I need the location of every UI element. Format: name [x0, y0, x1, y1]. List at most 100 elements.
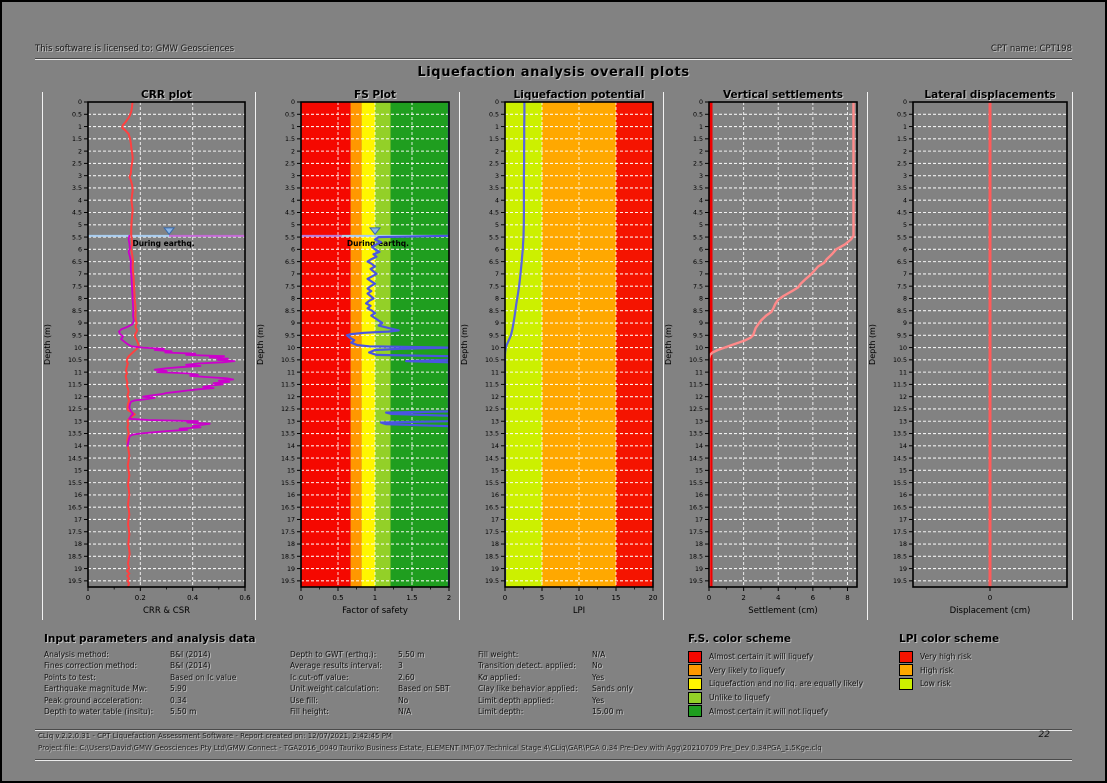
y-tick-label: 1.5 [72, 136, 82, 143]
y-tick-label: 6 [291, 247, 295, 254]
footer-software-line: CLiq v.2.2.0.31 - CPT Liquefaction Asses… [38, 732, 392, 740]
plot-border [87, 101, 246, 588]
y-tick-label: 5 [78, 222, 82, 229]
y-tick-label: 0 [78, 99, 82, 106]
param-label: Kσ applied: [478, 672, 521, 682]
x-tick-label: 0.4 [187, 594, 199, 602]
fs-scheme-swatch-icon [688, 691, 702, 704]
y-tick-label: 8 [699, 296, 703, 303]
y-tick-label: 3.5 [693, 185, 703, 192]
y-tick-label: 7.5 [693, 283, 703, 290]
param-label: Analysis method: [44, 650, 109, 659]
y-tick-label: 3.5 [489, 185, 499, 192]
y-tick-label: 2.5 [897, 161, 907, 168]
input-parameters-title: Input parameters and analysis data [44, 633, 256, 645]
y-tick-label: 19 [695, 566, 703, 573]
param-label: Clay like behavior applied: [478, 684, 578, 694]
y-tick-label: 10 [74, 345, 82, 352]
y-tick-label: 8 [903, 296, 907, 303]
param-label: Fines correction method: [44, 661, 138, 671]
plot-border [708, 101, 858, 588]
y-tick-label: 18.5 [893, 554, 907, 561]
param-label: Earthquake magnitude Mw: [44, 684, 147, 694]
param-label: Limit depth: [478, 706, 524, 716]
chart-svg-settlements: 00.511.522.533.544.555.566.577.588.599.5… [664, 89, 858, 616]
param-row: Limit depth: 15.00 m [478, 707, 633, 718]
y-tick-label: 10.5 [689, 357, 703, 364]
y-tick-label: 9.5 [72, 332, 82, 339]
y-tick-label: 17.5 [68, 529, 82, 536]
y-tick-label: 0.5 [72, 111, 82, 118]
fs-scheme-item: Almost certain it will liquefy [688, 650, 863, 664]
fs-scheme-label: Liquefaction and no liq. are equally lik… [709, 679, 864, 689]
y-tick-label: 1.5 [489, 136, 499, 143]
param-row: Ic cut-off value: 2.60 [290, 673, 450, 684]
y-tick-label: 7.5 [285, 283, 295, 290]
x-axis-title: Factor of safety [342, 606, 408, 616]
y-tick-label: 9 [78, 320, 82, 327]
y-tick-label: 17 [491, 517, 499, 524]
y-tick-label: 18 [74, 541, 82, 548]
y-tick-label: 11.5 [893, 382, 907, 389]
lpi-scheme-swatch-icon [899, 650, 913, 663]
fs-scheme-label: Unlike to liquefy [709, 693, 770, 703]
chart-separator-line [42, 92, 43, 620]
y-tick-label: 12.5 [689, 406, 703, 413]
param-label: Fill weight: [478, 650, 519, 659]
chart-fs: During earthq. 0 0.5 1 1.5 2 2.5 3 3.5 4 4.5 5 5.5 6 6… [255, 87, 459, 627]
x-tick-label: 10 [575, 594, 584, 602]
y-tick-label: 4.5 [285, 210, 295, 217]
y-tick-label: 11.5 [281, 382, 295, 389]
param-label: Limit depth applied: [478, 695, 554, 705]
y-tick-label: 13.5 [689, 431, 703, 438]
y-tick-label: 11.5 [689, 382, 703, 389]
y-tick-label: 14.5 [485, 455, 499, 462]
y-axis-title: Depth (m) [664, 324, 673, 365]
y-tick-label: 19.5 [893, 578, 907, 585]
y-tick-label: 17 [74, 517, 82, 524]
y-tick-label: 3 [291, 173, 295, 180]
y-tick-label: 9 [291, 320, 295, 327]
fs-scheme-item: Unlike to liquefy [688, 691, 863, 705]
x-tick-label: 20 [649, 594, 658, 602]
y-tick-label: 3 [78, 173, 82, 180]
chart-svg-lpi: 00.511.522.533.544.555.566.577.588.599.5… [460, 89, 658, 616]
param-value: B&I (2014) [170, 661, 211, 671]
param-row: Depth to water table (insitu): 5.50 m [44, 707, 236, 718]
water-table-marker-icon [163, 227, 176, 236]
x-tick-label: 0 [299, 594, 303, 602]
param-column-0: Analysis method: B&I (2014) Fines correcti… [44, 650, 236, 718]
y-tick-label: 0.5 [897, 111, 907, 118]
y-tick-label: 1 [699, 124, 703, 131]
y-tick-label: 1 [903, 124, 907, 131]
y-tick-label: 11.5 [68, 382, 82, 389]
y-tick-label: 3.5 [72, 185, 82, 192]
param-value: 2.60 [398, 672, 415, 682]
chart-title: Vertical settlements [723, 89, 843, 101]
band [375, 102, 391, 587]
y-tick-label: 8.5 [693, 308, 703, 315]
y-tick-label: 8.5 [72, 308, 82, 315]
x-axis-title: LPI [573, 606, 585, 616]
y-tick-label: 4 [291, 197, 295, 204]
param-label: Unit weight calculation: [290, 684, 379, 694]
y-tick-label: 17.5 [485, 529, 499, 536]
y-tick-label: 12 [491, 394, 499, 401]
page-number: 22 [1038, 730, 1050, 740]
y-axis-title: Depth (m) [868, 324, 877, 365]
y-tick-label: 13 [287, 418, 295, 425]
y-tick-label: 17.5 [689, 529, 703, 536]
y-tick-label: 17.5 [281, 529, 295, 536]
y-tick-label: 9 [699, 320, 703, 327]
y-tick-label: 11.5 [485, 382, 499, 389]
y-tick-label: 13 [491, 418, 499, 425]
y-tick-label: 15 [695, 468, 703, 475]
y-tick-label: 4 [903, 197, 907, 204]
y-tick-label: 19 [491, 566, 499, 573]
y-tick-label: 17 [287, 517, 295, 524]
y-tick-label: 1.5 [897, 136, 907, 143]
y-axis-title: Depth (m) [256, 324, 265, 365]
y-tick-label: 1 [495, 124, 499, 131]
lpi-scheme-item: Very high risk [899, 650, 999, 664]
y-tick-label: 14 [287, 443, 295, 450]
